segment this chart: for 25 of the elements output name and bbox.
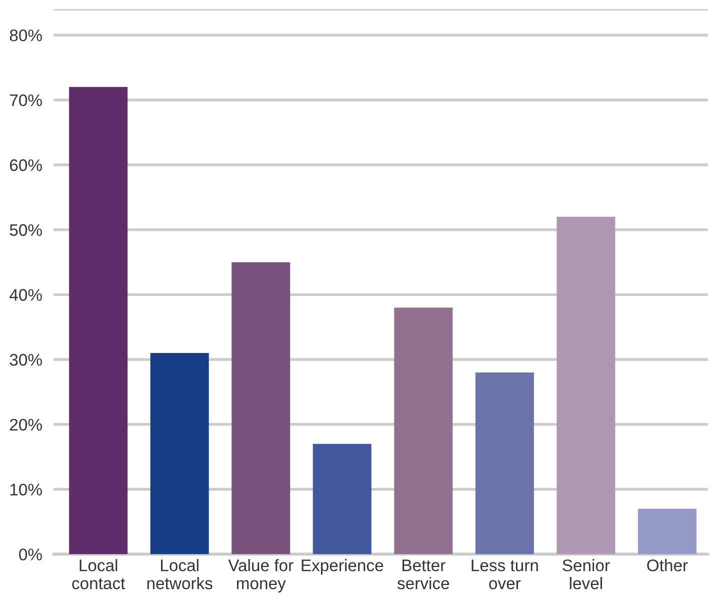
bar xyxy=(150,353,209,554)
y-tick-label: 80% xyxy=(10,29,42,42)
bar xyxy=(69,87,128,554)
bar xyxy=(312,444,372,554)
x-tick-label: Senior level xyxy=(562,559,610,590)
y-tick-label: 60% xyxy=(10,159,42,172)
bar xyxy=(394,308,453,554)
y-tick-label: 70% xyxy=(10,94,42,106)
y-tick-label: 40% xyxy=(10,289,42,301)
y-tick-label: 0% xyxy=(19,548,42,560)
x-tick-label: Experience xyxy=(302,559,384,575)
y-tick-label: 30% xyxy=(10,354,42,366)
bar xyxy=(638,508,696,554)
y-tick-label: 20% xyxy=(10,418,42,431)
x-tick-label: Better service xyxy=(397,560,450,590)
y-tick-label: 50% xyxy=(10,224,42,236)
x-tick-label: Local networks xyxy=(147,559,212,590)
bar xyxy=(556,216,616,554)
x-tick-label: Value for money xyxy=(228,559,294,593)
x-tick-label: Less turn over xyxy=(472,560,538,590)
x-tick-label: Local contact xyxy=(72,559,126,590)
x-tick-label: Other xyxy=(647,559,688,572)
bar xyxy=(475,372,534,554)
bar xyxy=(232,262,290,554)
y-tick-label: 10% xyxy=(10,484,42,496)
